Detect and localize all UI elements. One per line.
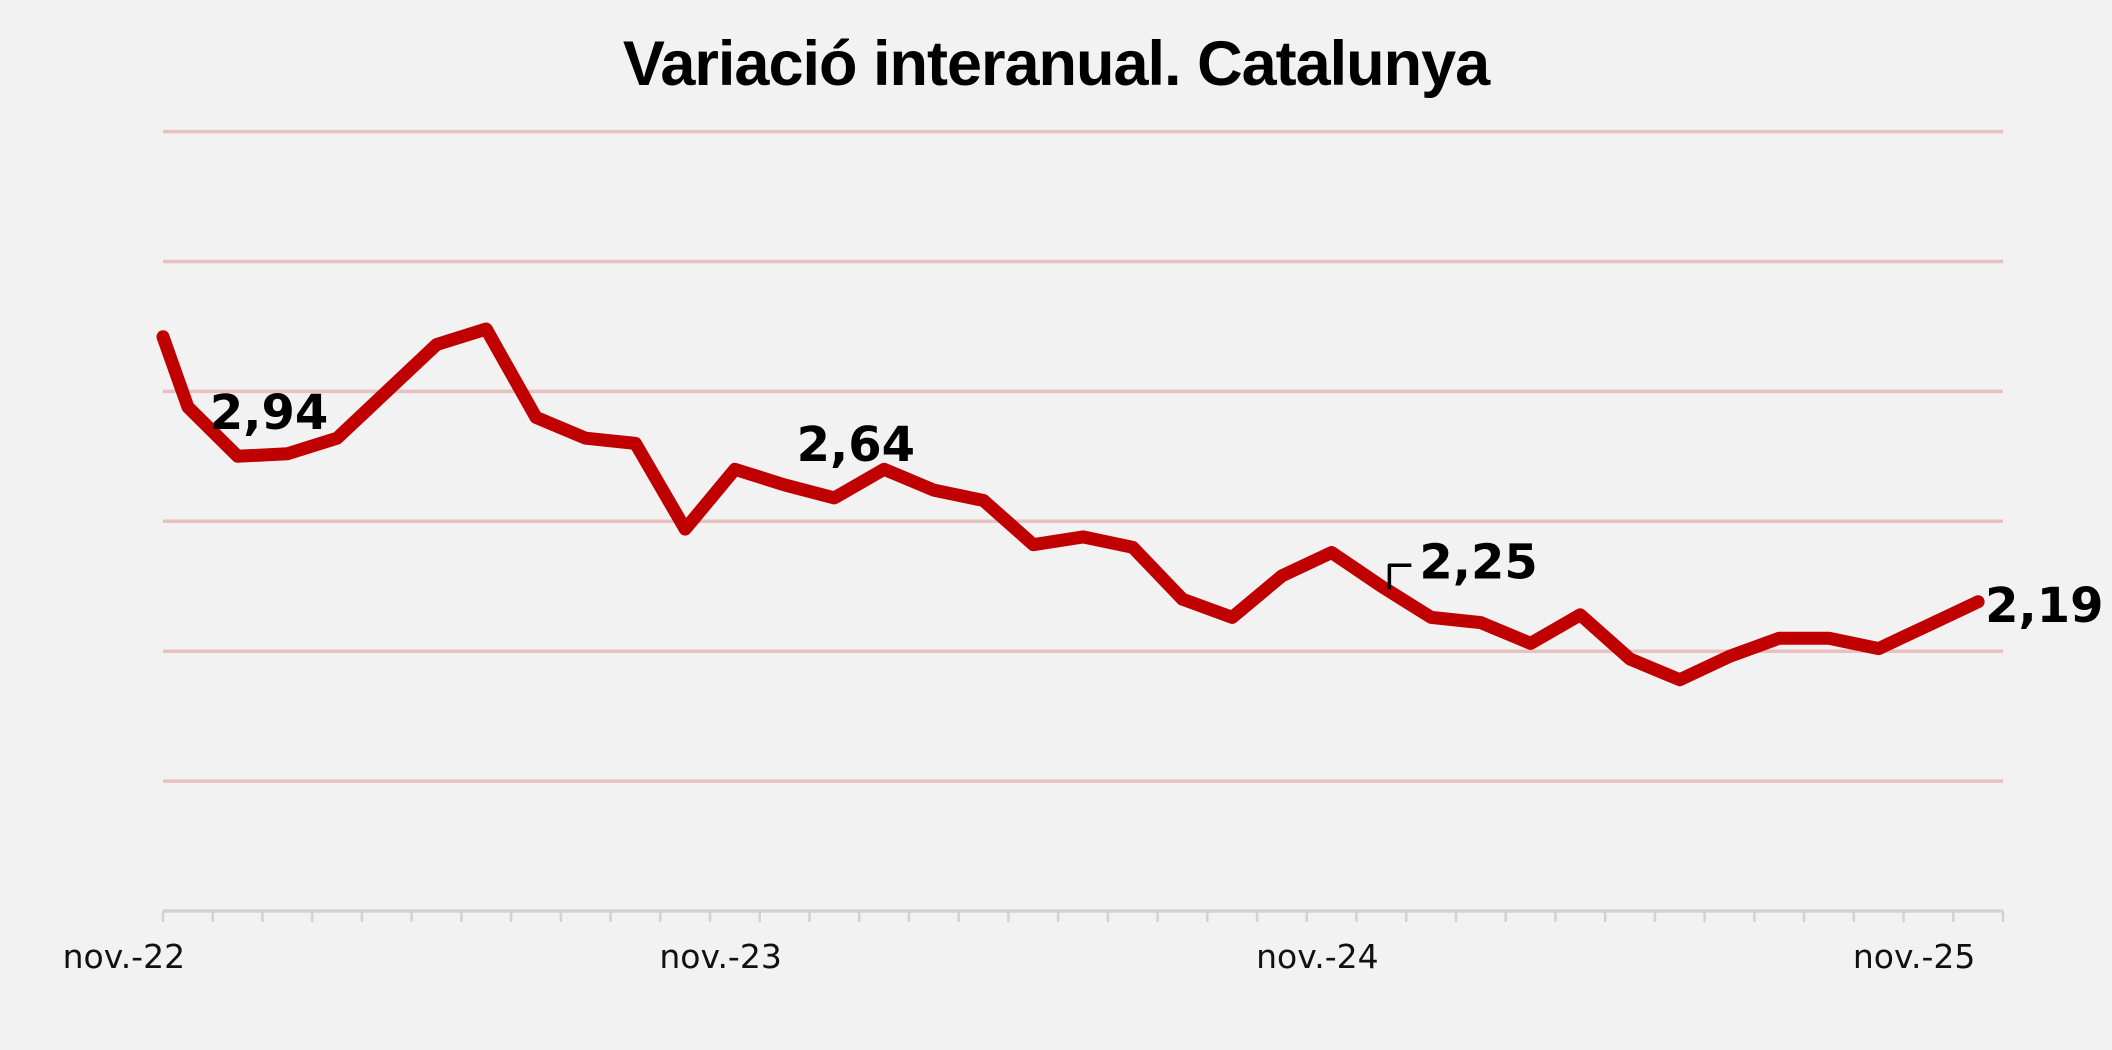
series-line [156, 322, 1985, 687]
x-axis-label: nov.-22 [63, 937, 185, 976]
data-label: 2,64 [797, 417, 915, 473]
x-axis-label: nov.-24 [1256, 937, 1378, 976]
chart-title: Variació interanual. Catalunya [622, 29, 1490, 99]
data-label: 2,25 [1419, 534, 1537, 590]
data-label: 2,94 [210, 385, 328, 441]
x-axis-label: nov.-23 [659, 937, 781, 976]
x-axis-label: nov.-25 [1853, 937, 1975, 976]
data-label: 2,19 [1985, 578, 2103, 634]
label-leader-line [1387, 563, 1412, 590]
